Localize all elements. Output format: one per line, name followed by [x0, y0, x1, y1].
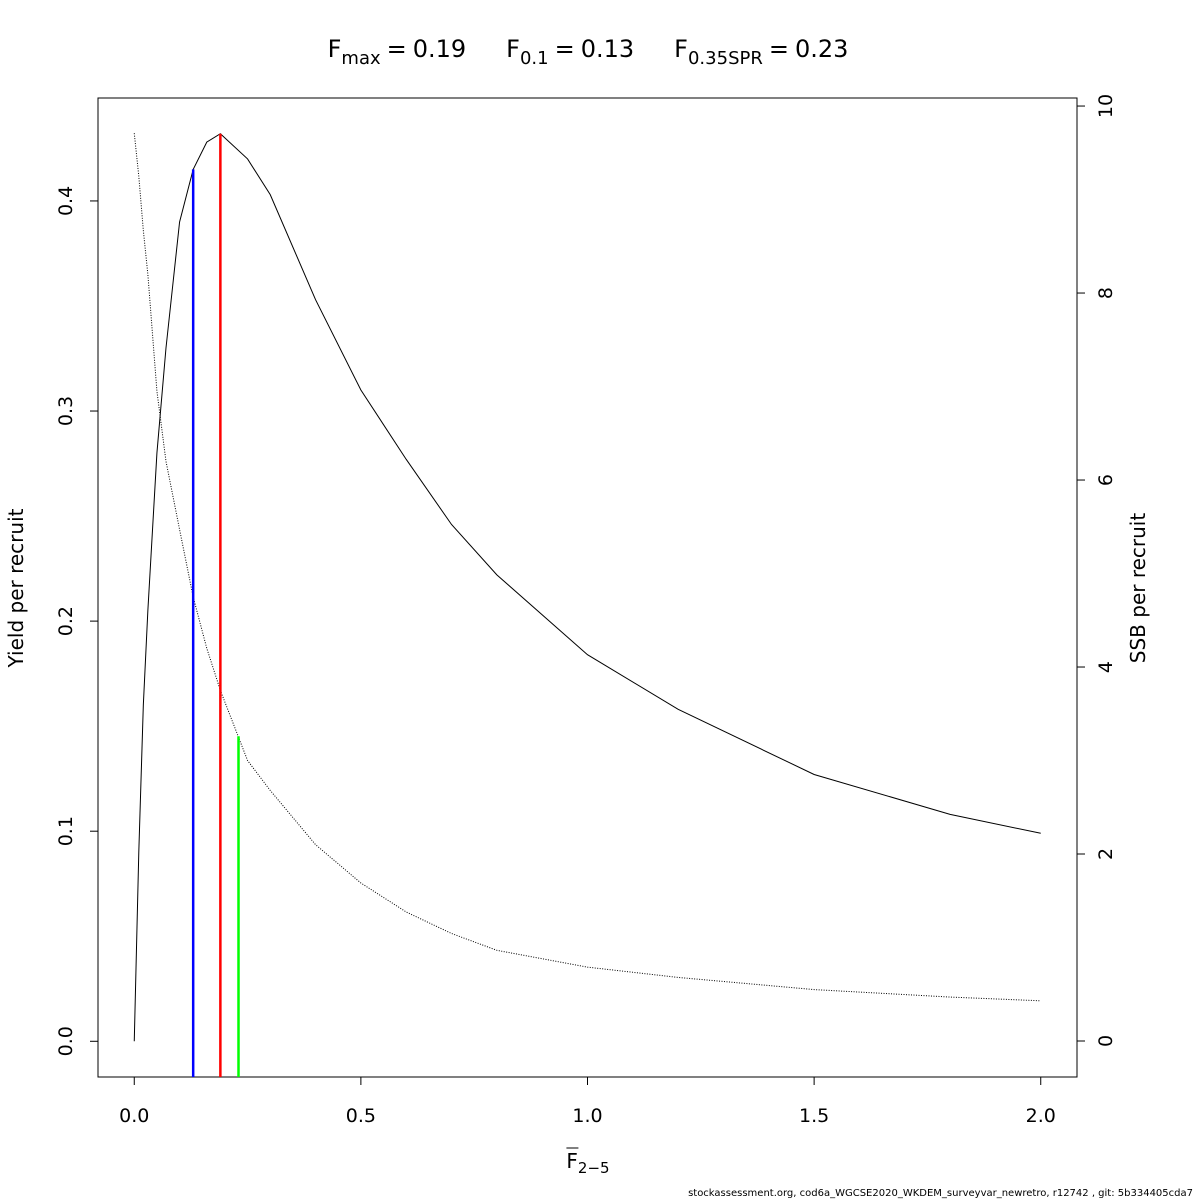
title-relation: =	[555, 35, 575, 63]
y2-tick-label: 10	[1095, 94, 1117, 118]
title-value: 0.23	[795, 35, 848, 63]
plot-frame	[97, 97, 1078, 1078]
y-tick-label: 0.4	[55, 186, 77, 216]
title-value: 0.13	[581, 35, 634, 63]
series-line	[133, 133, 1041, 1042]
y2-tick-label: 6	[1095, 474, 1117, 486]
x-label-symbol: F	[566, 1149, 578, 1173]
title-value: 0.19	[413, 35, 466, 63]
footer: stockassessment.org, cod6a_WGCSE2020_WKD…	[688, 1188, 1193, 1199]
y-tick-label: 0.0	[55, 1026, 77, 1056]
title-symbol: F	[674, 35, 688, 63]
x-tick-label: 0.0	[119, 1105, 149, 1127]
y-tick-label: 0.1	[55, 816, 77, 846]
x-label-subscript: 2−5	[578, 1159, 610, 1177]
x-tick-label: 1.0	[572, 1105, 602, 1127]
y2-tick-label: 0	[1095, 1035, 1117, 1047]
title-symbol: F	[506, 35, 520, 63]
title-subscript: 0.35SPR	[688, 48, 763, 69]
title-subscript: max	[341, 48, 381, 69]
chart-title: Fmax = 0.19 F0.1 = 0.13 F0.35SPR = 0.23	[328, 35, 849, 69]
title-relation: =	[387, 35, 407, 63]
y2-tick-label: 2	[1095, 848, 1117, 860]
title-symbol: F	[328, 35, 342, 63]
series-line	[133, 133, 1041, 1002]
x-axis-label: F2−5	[566, 1149, 609, 1177]
y2-axis-label: SSB per recruit	[1126, 513, 1150, 664]
y-tick-label: 0.2	[55, 606, 77, 636]
y2-tick-label: 8	[1095, 287, 1117, 299]
title-subscript: 0.1	[520, 48, 549, 69]
y-tick-label: 0.3	[55, 396, 77, 426]
title-relation: =	[769, 35, 789, 63]
x-tick-label: 0.5	[346, 1105, 376, 1127]
x-tick-label: 1.5	[799, 1105, 829, 1127]
y2-tick-label: 4	[1095, 661, 1117, 673]
x-tick-label: 2.0	[1026, 1105, 1056, 1127]
y-axis-label: Yield per recruit	[4, 508, 28, 668]
